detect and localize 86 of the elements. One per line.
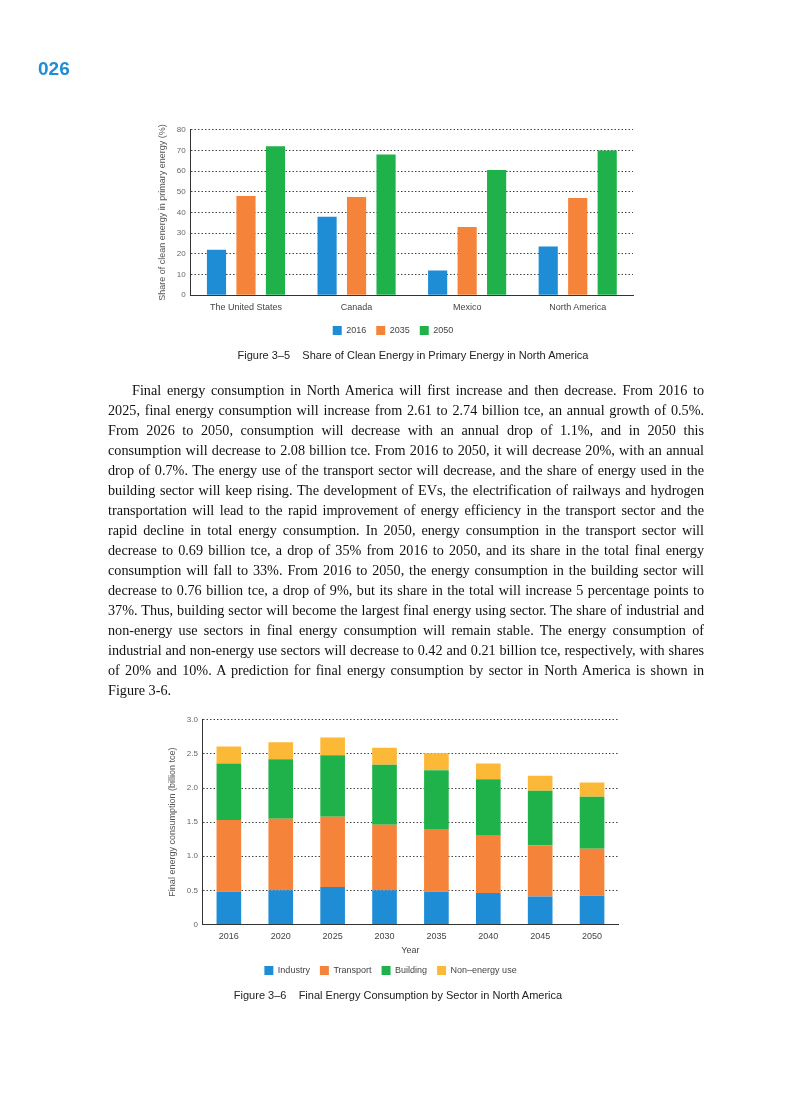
bar bbox=[579, 895, 605, 924]
legend-label: 2050 bbox=[433, 324, 454, 335]
text: Figure 3–5 Share of Clean Energy in Primary Energy in North America bbox=[236, 349, 590, 361]
legend-label: Industry bbox=[277, 964, 311, 975]
y-tick-label: 0 bbox=[193, 919, 199, 929]
y-axis-title: Share of clean energy in primary energy (%) bbox=[156, 124, 167, 301]
x-tick-label: 2020 bbox=[270, 931, 291, 942]
bar bbox=[268, 759, 294, 819]
y-tick-label: 0 bbox=[181, 290, 187, 300]
y-tick-label: 1.0 bbox=[186, 851, 199, 861]
bar bbox=[317, 216, 337, 295]
bar bbox=[216, 891, 242, 924]
bar bbox=[424, 753, 449, 771]
legend-label: Building bbox=[395, 964, 428, 975]
x-axis-title: Year bbox=[401, 945, 420, 956]
bar bbox=[424, 770, 449, 829]
bar bbox=[475, 763, 501, 780]
x-tick-label: The United States bbox=[209, 302, 283, 313]
y-tick-label: 2.0 bbox=[186, 783, 199, 793]
bar bbox=[527, 775, 553, 791]
y-tick-label: 60 bbox=[176, 166, 187, 176]
x-tick-label: 2016 bbox=[218, 931, 239, 942]
bar bbox=[320, 816, 345, 887]
bar bbox=[579, 782, 605, 797]
bar bbox=[475, 779, 501, 836]
y-tick-label: 20 bbox=[176, 249, 187, 259]
bar bbox=[268, 818, 294, 891]
bar bbox=[320, 737, 345, 756]
bar bbox=[372, 890, 397, 924]
y-tick-label: 40 bbox=[176, 207, 187, 217]
bar bbox=[527, 896, 553, 924]
bar bbox=[320, 886, 345, 924]
y-tick-label: 10 bbox=[176, 269, 187, 279]
bar bbox=[372, 764, 397, 825]
y-tick-label: 50 bbox=[176, 187, 187, 197]
bar bbox=[236, 195, 256, 295]
bar bbox=[268, 890, 294, 924]
bar bbox=[538, 246, 558, 295]
bar bbox=[475, 835, 501, 894]
legend-label: Non–energy use bbox=[450, 964, 517, 975]
bar bbox=[206, 249, 227, 295]
text: Final energy consumption in North America will first increase and then decrease. From 2016 to 2025, final energy consumption will increase from 2.61 to 2.74 billion tce, an annual growth of 0.5%. From 2026 to 2050, consumption will decrease with an annual drop of 1.1%, and in 2050 this consumption will decrease to 2.08 billion tce. From 2016 to 2050, it will decrease 20%, with an annual drop of 0.7%. The energy use of the transport sector will decrease, and the share of energy used in the building sector will keep rising. The development of EVs, the electrification of railways and hydrogen transportation will lead to the rapid improvement of energy efficiency in the transport sector and the rapid decline in total energy consumption. In 2050, energy consumption in the transport sector will decrease to 0.69 billion tce, a drop of 35% from 2016 to 2050, and its share in the total final energy consumption will fall to 33%. From 2016 to 2050, the energy consumption in the building sector will decrease to 0.76 billion tce, a drop of 9%, but its share in the total will increase 5 percentage points to 37%. Thus, building sector will become the largest final energy using sector. The share of industrial and non-energy use sectors in final energy consumption will remain stable. The energy consumption of industrial and non-energy use sectors will decrease to 0.42 and 0.21 billion tce, respectively, with shares of 20% and 10%. A prediction for final energy consumption by sector in North America is shown in Figure 3-6. bbox=[108, 382, 704, 698]
y-tick-label: 0.5 bbox=[186, 885, 199, 895]
bar bbox=[320, 755, 345, 817]
bar bbox=[216, 820, 242, 892]
bar bbox=[527, 845, 553, 897]
text: Figure 3–6 Final Energy Consumption by Sector in North America bbox=[232, 989, 564, 1001]
x-tick-label: 2025 bbox=[322, 931, 343, 942]
x-tick-label: 2045 bbox=[530, 931, 551, 942]
x-tick-label: 2030 bbox=[374, 931, 395, 942]
bar bbox=[475, 893, 501, 924]
x-tick-label: Mexico bbox=[452, 302, 482, 313]
bar bbox=[579, 848, 605, 896]
bar bbox=[265, 146, 286, 295]
legend-label: 2035 bbox=[389, 324, 410, 335]
x-tick-label: North America bbox=[549, 302, 607, 313]
legend-label: 2016 bbox=[346, 324, 367, 335]
bar bbox=[568, 198, 588, 295]
bar bbox=[424, 891, 449, 924]
y-tick-label: 70 bbox=[176, 145, 187, 155]
bar bbox=[428, 270, 448, 295]
bar bbox=[268, 742, 294, 760]
bar bbox=[216, 763, 242, 821]
bar bbox=[527, 790, 553, 846]
legend-label: Transport bbox=[333, 964, 373, 975]
bar bbox=[216, 746, 242, 764]
x-tick-label: Canada bbox=[340, 302, 373, 313]
bar bbox=[579, 796, 605, 849]
text: 026 bbox=[38, 58, 70, 80]
bar bbox=[487, 170, 507, 295]
bar bbox=[597, 150, 617, 295]
bar bbox=[424, 828, 449, 892]
x-tick-label: 2040 bbox=[478, 931, 499, 942]
bar bbox=[372, 747, 397, 765]
y-tick-label: 30 bbox=[176, 228, 187, 238]
y-tick-label: 80 bbox=[176, 125, 187, 134]
y-tick-label: 2.5 bbox=[186, 749, 199, 759]
y-tick-label: 3.0 bbox=[186, 715, 199, 724]
y-tick-label: 1.5 bbox=[186, 817, 199, 827]
x-tick-label: 2050 bbox=[582, 931, 603, 942]
x-tick-label: 2035 bbox=[426, 931, 447, 942]
bar bbox=[457, 226, 477, 295]
y-axis-title: Final energy consumption (billion tce) bbox=[166, 747, 177, 897]
bar bbox=[372, 824, 397, 891]
bar bbox=[346, 196, 367, 295]
bar bbox=[376, 154, 396, 295]
